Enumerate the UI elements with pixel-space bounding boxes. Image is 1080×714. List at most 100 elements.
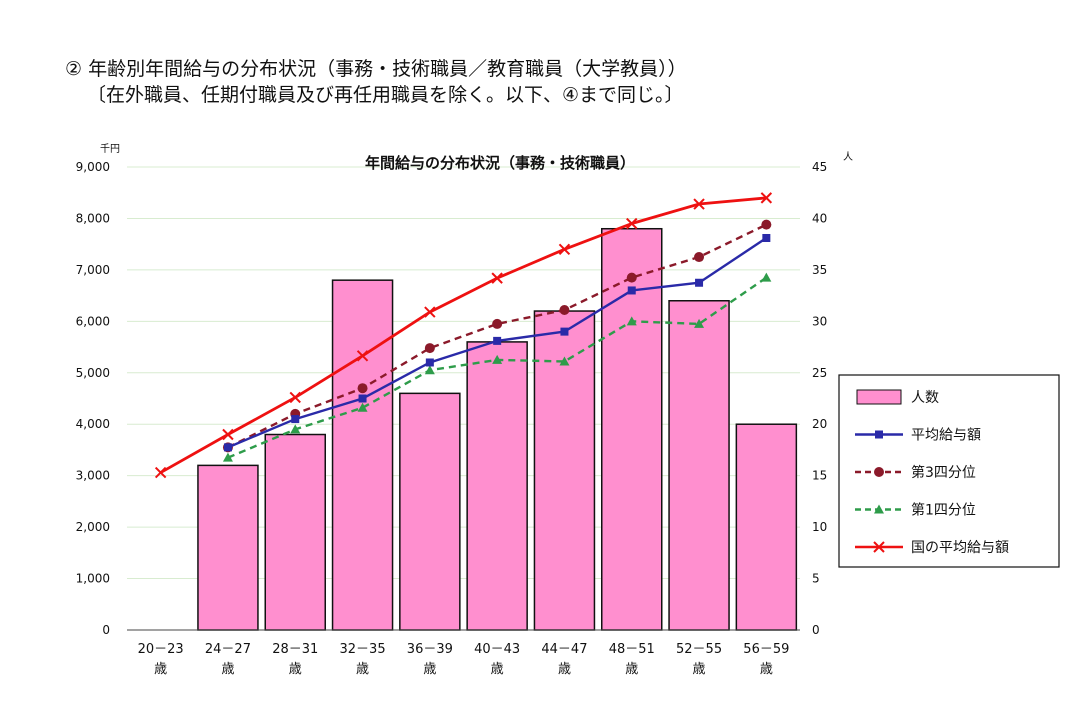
y-left-tick-label: 0 — [102, 623, 110, 637]
y-left-tick-label: 2,000 — [76, 520, 110, 534]
x-tick-suffix: 歳 — [760, 662, 773, 677]
x-tick-suffix: 歳 — [356, 662, 369, 677]
x-tick-label: 20－23 — [138, 642, 184, 657]
bar — [399, 392, 461, 631]
legend-label: 国の平均給与額 — [911, 540, 1009, 556]
x-mark-stroke — [424, 306, 436, 318]
x-tick-label: 52－55 — [676, 642, 722, 657]
data-point-x — [626, 217, 638, 230]
legend-item: 人数 — [856, 389, 939, 406]
y-right-tick-label: 25 — [812, 366, 827, 380]
x-mark-stroke — [760, 192, 773, 204]
y-left-tick-label: 5,000 — [76, 366, 110, 380]
y-left-tick-label: 6,000 — [76, 314, 110, 328]
x-mark-stroke — [693, 198, 705, 210]
x-mark-stroke — [491, 272, 503, 284]
series-line — [159, 196, 767, 474]
legend-label: 平均給与額 — [911, 428, 981, 444]
x-mark-stroke — [626, 217, 638, 230]
y-left-tick-label: 7,000 — [76, 263, 110, 277]
legend-item: 国の平均給与額 — [855, 540, 1009, 556]
x-tick-label: 48－51 — [609, 642, 655, 657]
y-right-tick-label: 30 — [812, 314, 827, 328]
series-x — [154, 192, 773, 479]
bar — [197, 464, 259, 631]
data-point-circle — [626, 272, 637, 283]
series-triangle — [222, 272, 772, 462]
x-tick-label: 40－43 — [474, 642, 520, 657]
x-mark-stroke — [873, 541, 885, 553]
y-right-tick-label: 45 — [812, 160, 827, 174]
data-point-square — [223, 443, 232, 452]
x-tick-label: 36－39 — [407, 642, 453, 657]
data-point-circle — [424, 343, 435, 354]
legend-swatch — [856, 389, 902, 405]
right-axis-unit: 人 — [843, 151, 853, 163]
x-tick-suffix: 歳 — [289, 662, 302, 677]
data-point-triangle — [694, 318, 705, 328]
data-point-x — [760, 192, 773, 204]
data-point-circle — [559, 305, 570, 316]
legend-item: 平均給与額 — [855, 428, 981, 444]
data-point-x — [222, 428, 234, 441]
data-point-x — [356, 350, 369, 362]
y-left-tick-label: 4,000 — [76, 417, 110, 431]
data-point-x — [693, 198, 705, 210]
data-point-triangle — [290, 424, 301, 434]
x-mark-stroke — [289, 391, 301, 404]
legend-box — [838, 374, 1060, 568]
bar — [668, 300, 730, 631]
series-circle — [222, 219, 772, 453]
data-point-x — [289, 391, 301, 404]
data-point-square — [560, 327, 569, 336]
y-right-tick-label: 10 — [812, 520, 827, 534]
legend-label: 人数 — [911, 390, 939, 406]
data-point-square — [875, 430, 883, 439]
legend-item: 第1四分位 — [855, 502, 976, 519]
x-tick-suffix: 歳 — [154, 662, 167, 677]
data-point-triangle — [626, 316, 637, 326]
heading-line-1: ② 年齢別年間給与の分布状況（事務・技術職員／教育職員（大学教員）） — [65, 58, 687, 80]
y-right-tick-label: 15 — [812, 469, 827, 483]
series-line — [227, 223, 767, 449]
data-point-square — [493, 336, 502, 345]
x-tick-suffix: 歳 — [625, 662, 638, 677]
y-right-tick-label: 5 — [812, 572, 820, 586]
left-axis-unit: 千円 — [100, 143, 120, 155]
x-mark-stroke — [356, 350, 369, 362]
data-point-triangle — [222, 452, 233, 462]
x-tick-suffix: 歳 — [693, 662, 706, 677]
data-point-x — [424, 306, 436, 318]
legend-label: 第1四分位 — [911, 502, 976, 519]
data-point-square — [358, 394, 367, 403]
x-mark-stroke — [154, 466, 167, 479]
y-right-tick-label: 0 — [812, 623, 820, 637]
data-point-x — [154, 466, 167, 479]
data-point-circle — [694, 252, 705, 263]
data-point-square — [627, 286, 636, 295]
data-point-triangle — [357, 402, 368, 412]
data-point-square — [425, 358, 434, 367]
line-series — [154, 192, 773, 479]
x-tick-label: 32－35 — [340, 642, 386, 657]
x-mark-stroke — [558, 243, 571, 256]
y-left-tick-label: 3,000 — [76, 469, 110, 483]
y-left-tick-label: 1,000 — [76, 572, 110, 586]
bar — [466, 341, 528, 631]
series-square — [223, 233, 771, 452]
data-point-x — [491, 272, 503, 284]
x-tick-suffix: 歳 — [491, 662, 504, 677]
bar — [331, 279, 394, 631]
data-point-triangle — [761, 272, 772, 282]
x-mark-stroke — [222, 428, 234, 441]
data-point-square — [291, 415, 300, 424]
x-tick-suffix: 歳 — [558, 662, 571, 677]
data-point-triangle — [424, 365, 435, 375]
x-tick-label: 24－27 — [205, 642, 251, 657]
chart-title: 年間給与の分布状況（事務・技術職員） — [365, 154, 635, 172]
x-tick-label: 44－47 — [541, 642, 587, 657]
y-right-tick-label: 40 — [812, 211, 827, 225]
y-left-tick-label: 9,000 — [76, 160, 110, 174]
